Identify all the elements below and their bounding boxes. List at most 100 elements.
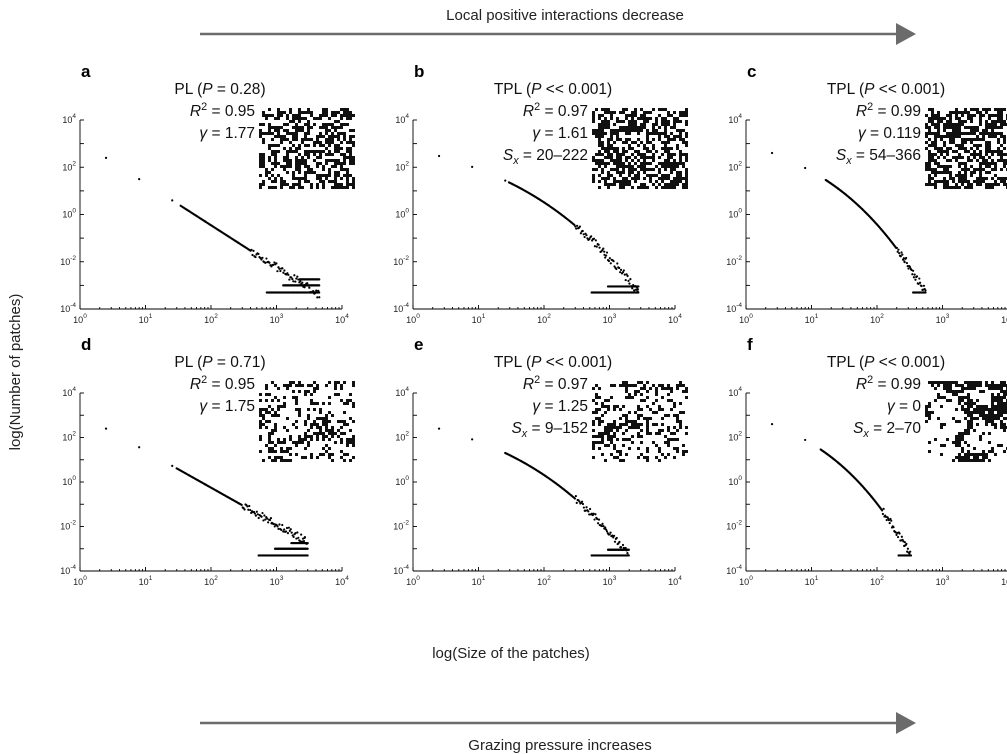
data-point: [296, 531, 299, 534]
data-point: [592, 237, 596, 240]
data-point: [297, 536, 300, 539]
x-tick-label: 104: [1001, 313, 1007, 325]
data-point: [250, 248, 253, 251]
data-point: [615, 267, 618, 271]
panel-title: TPL (P << 0.001): [494, 354, 612, 371]
data-point: [597, 243, 600, 246]
stat-line: γ = 1.77: [199, 125, 255, 142]
data-point: [268, 518, 272, 522]
data-point: [243, 508, 246, 511]
data-point: [909, 554, 913, 557]
y-tick-label: 10-2: [726, 520, 742, 532]
data-point: [273, 525, 276, 528]
data-point: [247, 508, 250, 511]
data-point: [628, 282, 631, 285]
data-point: [605, 254, 608, 257]
data-point: [898, 532, 901, 535]
data-point: [246, 505, 249, 508]
data-point: [590, 235, 593, 238]
data-point: [770, 151, 774, 155]
data-point: [895, 246, 898, 250]
data-point: [629, 278, 632, 281]
data-point: [581, 502, 585, 506]
data-point: [580, 500, 584, 503]
data-point: [621, 271, 625, 274]
data-point: [296, 275, 299, 278]
data-point: [138, 177, 141, 181]
data-point: [252, 249, 255, 252]
data-point: [593, 245, 596, 248]
x-axis-label: log(Size of the patches): [432, 645, 590, 662]
data-point: [275, 262, 278, 265]
data-point: [588, 507, 592, 511]
data-point: [285, 526, 289, 530]
data-point: [171, 464, 174, 467]
top-arrow-label: Local positive interactions decrease: [446, 7, 684, 24]
data-point: [262, 519, 265, 522]
data-point: [924, 289, 927, 292]
data-point: [901, 253, 904, 256]
data-point: [574, 225, 577, 228]
data-point: [633, 289, 636, 292]
data-point: [240, 503, 243, 507]
panel-letter: d: [81, 335, 91, 354]
x-tick-label: 102: [204, 575, 218, 587]
data-point: [611, 534, 614, 537]
panel-title: TPL (P << 0.001): [827, 354, 945, 371]
x-tick-label: 103: [270, 575, 284, 587]
y-tick-label: 104: [62, 113, 76, 125]
data-point: [306, 282, 309, 285]
scatter-points: [104, 427, 309, 557]
data-point: [637, 291, 640, 294]
data-point: [924, 291, 927, 294]
data-point: [575, 501, 578, 505]
y-tick-label: 104: [395, 113, 409, 125]
data-point: [627, 279, 630, 282]
panel-letter: e: [414, 335, 423, 354]
bottom-arrow-head: [896, 712, 916, 734]
p-value: P << 0.001: [864, 354, 940, 371]
data-point: [295, 277, 298, 280]
data-point: [582, 233, 585, 236]
y-tick-label: 102: [728, 431, 742, 443]
data-point: [882, 507, 885, 510]
data-point: [770, 423, 774, 426]
lattice-inset: [259, 381, 356, 463]
data-point: [282, 530, 285, 533]
p-value: P << 0.001: [531, 81, 607, 98]
y-tick-label: 100: [395, 208, 409, 220]
x-tick-label: 101: [805, 313, 819, 325]
data-point: [281, 523, 284, 527]
data-point: [583, 235, 586, 239]
stat-line: γ = 1.61: [532, 125, 588, 142]
data-point: [621, 543, 625, 547]
lattice-inset: [259, 108, 356, 190]
inset-cells: [925, 381, 1007, 462]
data-point: [573, 497, 577, 500]
p-value: P = 0.28: [202, 81, 260, 98]
inset-cells: [259, 381, 355, 462]
data-point: [922, 284, 926, 287]
data-point: [318, 278, 321, 281]
data-point: [906, 265, 909, 268]
data-point: [618, 266, 621, 270]
data-point: [888, 521, 891, 525]
data-point: [913, 273, 916, 276]
data-point: [885, 518, 888, 522]
y-tick-label: 104: [728, 386, 742, 398]
data-point: [279, 269, 282, 273]
data-point: [881, 509, 884, 512]
stat-line: γ = 0.119: [858, 125, 921, 142]
data-point: [299, 540, 302, 543]
inset-cells: [592, 108, 688, 189]
data-point: [588, 513, 591, 516]
data-point: [301, 537, 305, 540]
stat-line: R2 = 0.99: [856, 374, 921, 393]
data-point: [911, 273, 914, 276]
data-point: [604, 256, 607, 259]
data-point: [905, 256, 908, 260]
top-arrow-head: [896, 23, 916, 45]
inset-cells: [925, 108, 1007, 189]
lattice-inset: [592, 381, 689, 463]
model-label: TPL: [494, 354, 523, 371]
